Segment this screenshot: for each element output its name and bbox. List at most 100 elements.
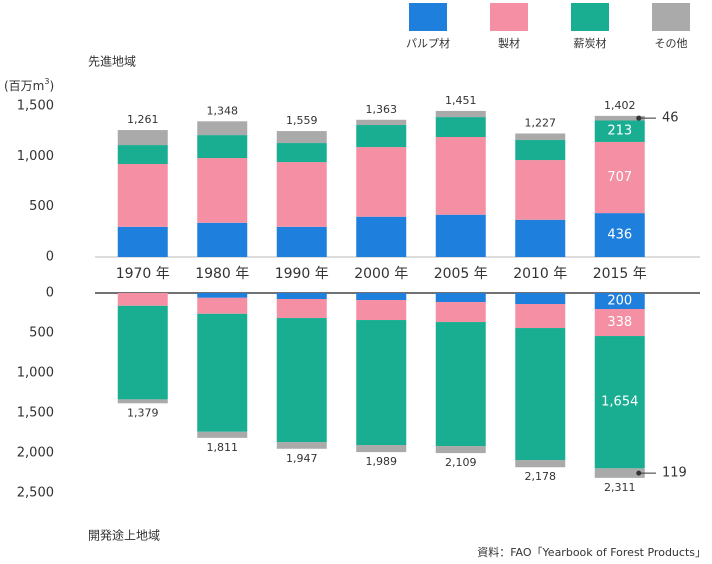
bar-segment <box>356 119 407 126</box>
bar-segment <box>356 445 407 453</box>
value-label: 119 <box>662 466 687 481</box>
value-label: 200 <box>607 294 632 309</box>
total-label: 1,989 <box>366 455 398 468</box>
y-tick-label: 2,000 <box>17 446 54 461</box>
total-label: 2,178 <box>525 470 557 483</box>
value-label: 338 <box>607 315 632 330</box>
bar-segment <box>276 226 327 257</box>
legend-swatch <box>652 3 690 31</box>
total-label: 2,109 <box>445 456 477 469</box>
y-tick-label: 1,000 <box>17 366 54 381</box>
x-tick-label: 2015 年 <box>593 266 647 282</box>
y-axis-label: (百万m3) <box>4 77 54 93</box>
bar-segment <box>276 318 327 443</box>
bar-segment <box>197 158 248 223</box>
legend-label: 製材 <box>498 36 520 50</box>
total-label: 1,559 <box>286 114 318 127</box>
legend-label: その他 <box>655 37 688 50</box>
total-label: 1,379 <box>127 406 159 419</box>
bar-segment <box>117 305 168 400</box>
panel-title: 開発途上地域 <box>88 528 160 543</box>
bar-segment <box>435 293 486 303</box>
bar-segment <box>197 431 248 438</box>
bar-segment <box>594 141 645 214</box>
bar-segment <box>435 322 486 447</box>
x-tick-label: 1980 年 <box>195 266 249 282</box>
bar-segment <box>435 110 486 118</box>
x-tick-label: 1970 年 <box>116 266 170 282</box>
bar-segment <box>515 140 566 161</box>
bar-segment <box>515 219 566 257</box>
bar-segment <box>515 133 566 141</box>
bar-segment <box>356 320 407 445</box>
bar-segment <box>276 143 327 163</box>
value-label: 213 <box>607 124 632 139</box>
total-label: 2,311 <box>604 481 636 494</box>
leader-dot <box>636 470 642 476</box>
legend-label: 薪炭材 <box>574 36 607 50</box>
total-label: 1,261 <box>127 113 159 126</box>
bar-segment <box>117 163 168 227</box>
bar-segment <box>197 222 248 257</box>
total-label: 1,363 <box>366 103 398 116</box>
bar-segment <box>117 130 168 146</box>
y-tick-label: 1,500 <box>17 406 54 421</box>
total-label: 1,348 <box>207 104 239 117</box>
total-label: 1,947 <box>286 452 318 465</box>
y-tick-label: 1,500 <box>17 99 54 114</box>
bar-segment <box>594 468 645 478</box>
legend-swatch <box>490 3 528 31</box>
bar-segment <box>356 300 407 321</box>
x-tick-label: 1990 年 <box>275 266 329 282</box>
value-label: 436 <box>607 228 632 243</box>
bar-segment <box>435 446 486 454</box>
bar-segment <box>117 399 168 404</box>
y-tick-label: 500 <box>29 199 54 214</box>
bar-segment <box>515 160 566 220</box>
bar-segment <box>435 302 486 323</box>
total-label: 1,402 <box>604 99 636 112</box>
bar-segment <box>356 147 407 217</box>
x-tick-label: 2010 年 <box>513 266 567 282</box>
total-label: 1,811 <box>207 441 239 454</box>
bar-segment <box>197 135 248 159</box>
bar-segment <box>197 313 248 432</box>
bar-segment <box>515 328 566 461</box>
legend-swatch <box>409 3 447 31</box>
y-tick-label: 0 <box>46 286 54 301</box>
y-tick-label: 1,000 <box>17 149 54 164</box>
bar-segment <box>594 293 645 309</box>
bar-segment <box>197 293 248 298</box>
y-tick-label: 2,500 <box>17 486 54 501</box>
y-tick-label: 500 <box>29 326 54 341</box>
y-tick-label: 0 <box>46 250 54 265</box>
bar-segment <box>356 216 407 257</box>
legend-label: パルプ材 <box>406 36 450 50</box>
panel-title: 先進地域 <box>88 55 136 69</box>
bar-segment <box>276 162 327 227</box>
bar-segment <box>276 299 327 319</box>
value-label: 1,654 <box>601 395 638 410</box>
bar-segment <box>356 293 407 301</box>
value-label: 46 <box>662 111 679 126</box>
bar-segment <box>197 121 248 136</box>
legend-swatch <box>571 3 609 31</box>
bar-segment <box>594 120 645 142</box>
bar-segment <box>117 145 168 164</box>
value-label: 707 <box>607 170 632 185</box>
bar-segment <box>356 125 407 148</box>
bar-segment <box>594 115 645 121</box>
bar-segment <box>435 117 486 138</box>
total-label: 1,451 <box>445 94 477 107</box>
bar-segment <box>594 309 645 337</box>
bar-segment <box>435 214 486 257</box>
bar-segment <box>515 304 566 329</box>
bar-segment <box>435 137 486 215</box>
x-tick-label: 2005 年 <box>434 266 488 282</box>
bar-segment <box>117 293 168 306</box>
bar-segment <box>276 131 327 144</box>
bar-segment <box>515 460 566 468</box>
total-label: 1,227 <box>525 116 557 129</box>
bar-segment <box>276 442 327 449</box>
